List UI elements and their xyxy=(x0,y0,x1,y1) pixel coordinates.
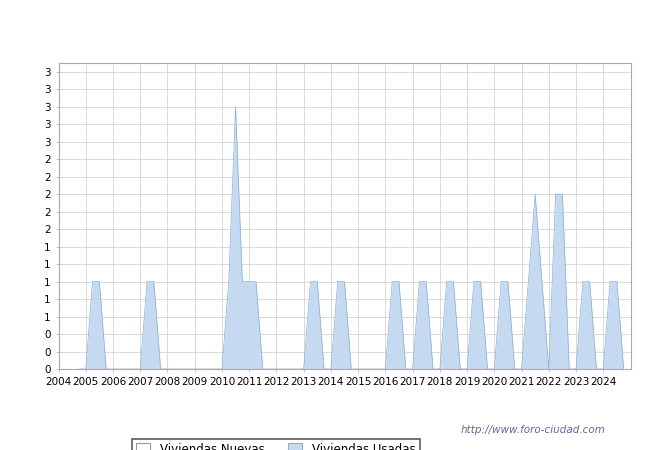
Text: El Cabaco - Evolucion del Nº de Transacciones Inmobiliarias: El Cabaco - Evolucion del Nº de Transacc… xyxy=(107,16,543,31)
Legend: Viviendas Nuevas, Viviendas Usadas: Viviendas Nuevas, Viviendas Usadas xyxy=(131,439,420,450)
Text: http://www.foro-ciudad.com: http://www.foro-ciudad.com xyxy=(461,425,605,435)
